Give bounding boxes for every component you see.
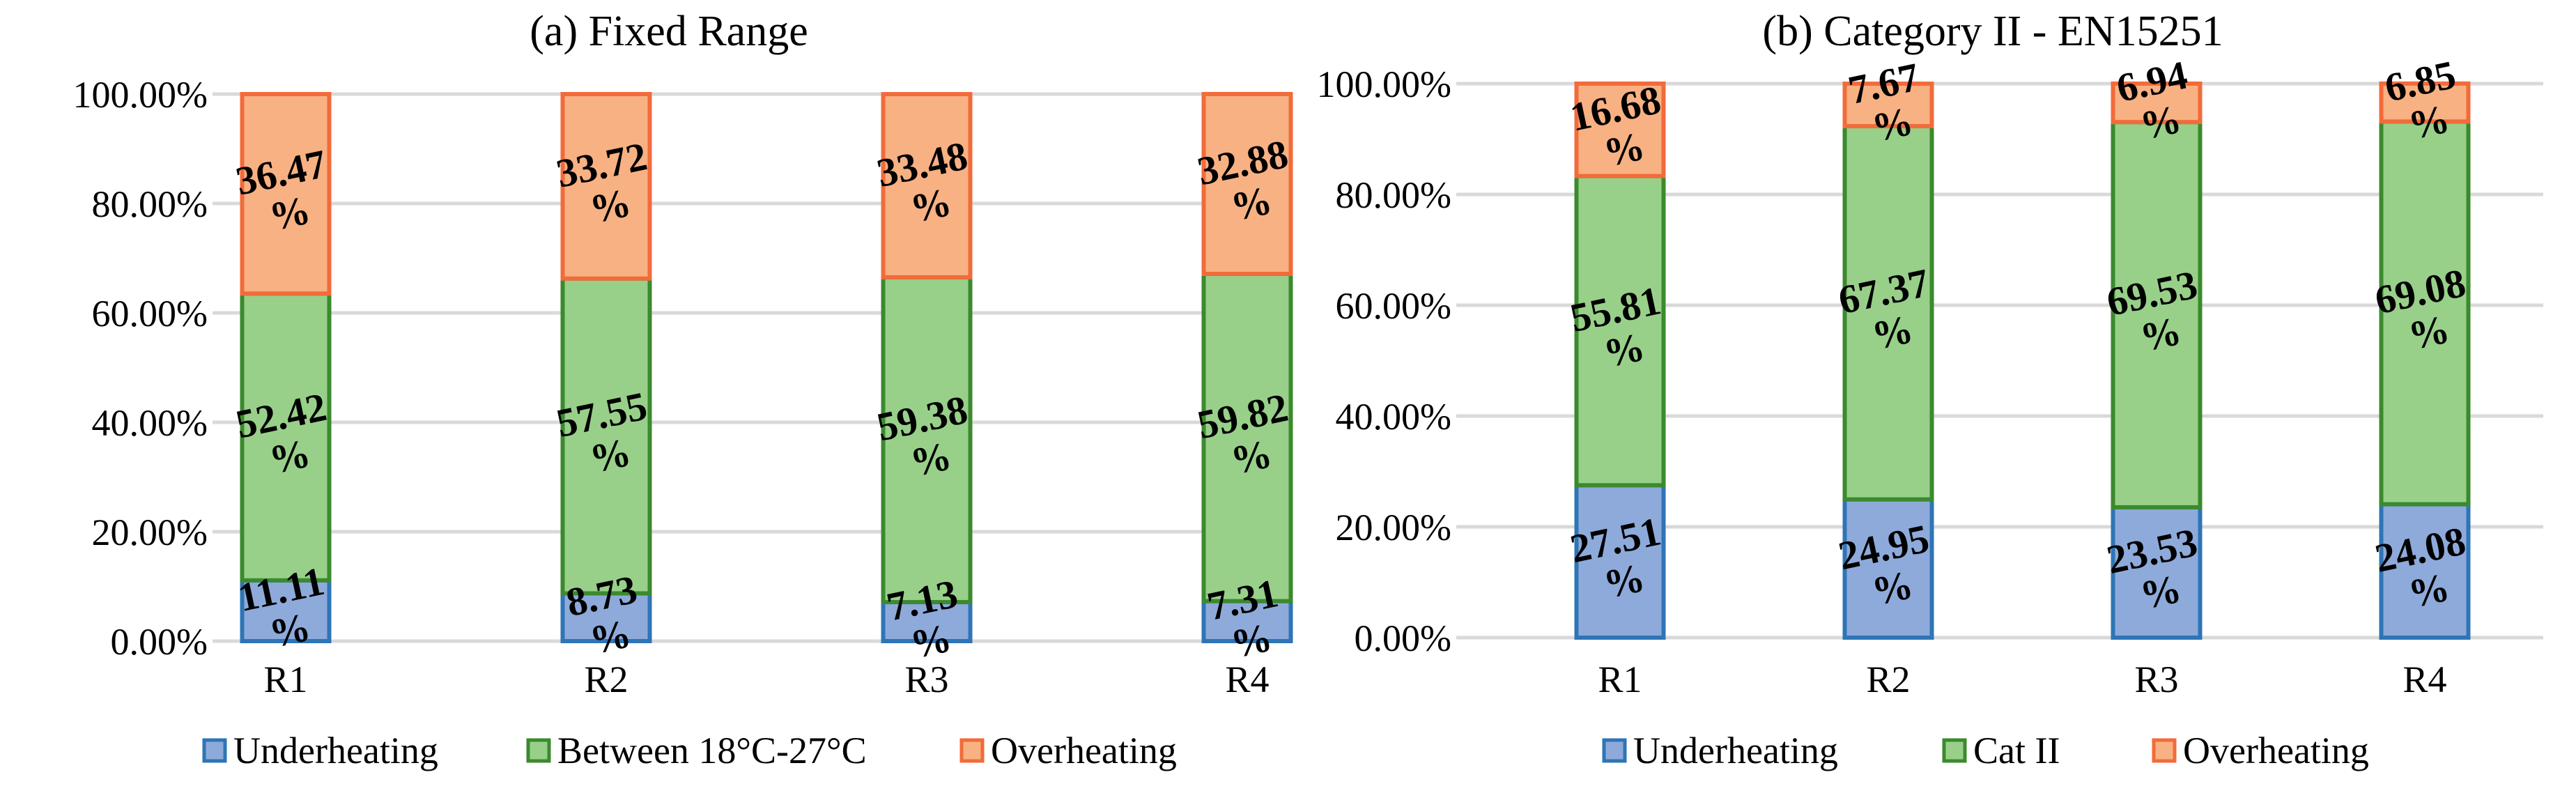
bar-segment-underheating bbox=[881, 600, 973, 643]
y-tick-label: 60.00% bbox=[1336, 285, 1451, 327]
legend-label: Overheating bbox=[2183, 730, 2369, 771]
data-label: 27.51% bbox=[1566, 508, 1674, 612]
legend-swatch bbox=[202, 738, 227, 763]
legend-label: Overheating bbox=[991, 730, 1177, 771]
bar-segment-cat-ii bbox=[2111, 120, 2203, 509]
legend-label: Cat II bbox=[1973, 730, 2060, 771]
data-label: 52.42% bbox=[232, 384, 339, 488]
legend-label: Underheating bbox=[233, 730, 438, 771]
x-tick-label: R3 bbox=[904, 659, 948, 700]
y-tick-label: 40.00% bbox=[92, 402, 208, 444]
data-label: 8.73% bbox=[562, 567, 649, 666]
chart-title: (a) Fixed Range bbox=[530, 8, 808, 55]
chart-fixed-range: (a) Fixed Range 0.00% 20.00% 40.00% 60.00% 80… bbox=[73, 8, 1301, 771]
legend-swatch bbox=[959, 738, 985, 763]
bar-segment-overheating bbox=[2111, 82, 2203, 125]
bar-segment-between-18-c-27-c bbox=[881, 275, 973, 605]
x-tick-label: R2 bbox=[584, 659, 628, 700]
legend-label: Between 18°C-27°C bbox=[557, 730, 867, 771]
x-tick-label: R1 bbox=[1598, 659, 1642, 700]
data-label: 33.48% bbox=[873, 132, 980, 236]
y-tick-label: 20.00% bbox=[92, 511, 208, 553]
x-tick-label: R4 bbox=[2403, 659, 2446, 700]
y-tick-label: 60.00% bbox=[92, 293, 208, 334]
bar-segment-underheating bbox=[2379, 502, 2471, 640]
legend-swatch bbox=[2152, 738, 2177, 763]
bar-segment-overheating bbox=[560, 92, 652, 281]
bar-segment-between-18-c-27-c bbox=[240, 291, 332, 583]
y-tick-label: 100.00% bbox=[73, 74, 208, 116]
y-tick-label: 40.00% bbox=[1336, 396, 1451, 438]
y-tick-label: 80.00% bbox=[1336, 174, 1451, 216]
bar-segment-overheating bbox=[1201, 91, 1293, 277]
bar-segment-overheating bbox=[2379, 81, 2471, 124]
legend-swatch bbox=[1942, 738, 1967, 763]
bar-segment-cat-ii bbox=[1574, 174, 1666, 488]
legend-label: Underheating bbox=[1633, 730, 1838, 771]
x-tick-label: R1 bbox=[263, 659, 307, 700]
x-tick-label: R4 bbox=[1225, 659, 1269, 700]
chart-category-ii: (b) Category II - EN15251 0.00% 20.00% 40.0… bbox=[1317, 8, 2543, 771]
legend-swatch bbox=[1602, 738, 1627, 763]
bar-segment-underheating bbox=[1574, 483, 1666, 640]
y-tick-label: 0.00% bbox=[111, 621, 208, 663]
bar-segment-overheating bbox=[1574, 82, 1666, 178]
data-label: 59.82% bbox=[1194, 385, 1301, 489]
bar-segment-overheating bbox=[1842, 82, 1934, 129]
bar-segment-cat-ii bbox=[2379, 119, 2471, 507]
y-tick-label: 0.00% bbox=[1355, 617, 1451, 659]
y-tick-label: 100.00% bbox=[1317, 63, 1451, 105]
bar-segment-underheating bbox=[2111, 505, 2203, 640]
legend-swatch bbox=[526, 738, 551, 763]
y-tick-label: 80.00% bbox=[92, 183, 208, 225]
bar-segment-cat-ii bbox=[1842, 124, 1934, 502]
bar-segment-between-18-c-27-c bbox=[1201, 272, 1293, 603]
chart-title: (b) Category II - EN15251 bbox=[1762, 8, 2223, 55]
y-tick-label: 20.00% bbox=[1336, 507, 1451, 548]
bar-segment-overheating bbox=[240, 92, 332, 296]
bar-segment-overheating bbox=[881, 92, 973, 279]
x-tick-label: R2 bbox=[1866, 659, 1910, 700]
x-tick-label: R3 bbox=[2134, 659, 2178, 700]
data-label: 55.81% bbox=[1566, 277, 1674, 381]
